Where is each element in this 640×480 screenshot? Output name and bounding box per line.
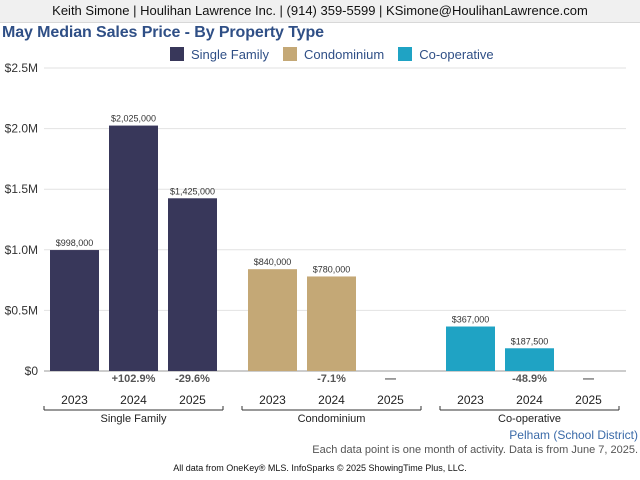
x-tick-label: 2024 — [516, 393, 543, 407]
y-tick-label: $1.5M — [5, 182, 38, 196]
change-label: +102.9% — [112, 373, 156, 385]
change-label: — — [385, 373, 396, 385]
legend-item-single-family[interactable]: Single Family — [170, 47, 269, 62]
legend-swatch-co-operative — [398, 47, 413, 61]
change-label: -7.1% — [317, 373, 346, 385]
bar-co-operative — [505, 348, 554, 371]
change-label: -48.9% — [512, 373, 547, 385]
x-tick-label: 2025 — [575, 393, 602, 407]
y-tick-label: $0.5M — [5, 303, 38, 317]
group-label-co-operative: Co-operative — [498, 413, 561, 425]
x-tick-label: 2024 — [120, 393, 147, 407]
bar-co-operative — [446, 326, 495, 371]
data-label: $780,000 — [313, 264, 351, 274]
x-tick-label: 2023 — [259, 393, 286, 407]
bar-single-family — [109, 125, 158, 371]
change-label: — — [583, 373, 594, 385]
y-tick-label: $2.0M — [5, 122, 38, 136]
legend-swatch-condominium — [283, 47, 298, 61]
contact-line: Keith Simone | Houlihan Lawrence Inc. | … — [52, 3, 588, 18]
bar-single-family — [168, 198, 217, 371]
group-label-condominium: Condominium — [298, 413, 366, 425]
chart-title: May Median Sales Price - By Property Typ… — [2, 24, 324, 41]
data-label: $840,000 — [254, 257, 292, 267]
x-tick-label: 2023 — [457, 393, 484, 407]
data-label: $998,000 — [56, 238, 94, 248]
legend-label-co-operative: Co-operative — [419, 46, 494, 62]
y-tick-label: $2.5M — [5, 61, 38, 75]
x-tick-label: 2025 — [377, 393, 404, 407]
x-tick-label: 2023 — [61, 393, 88, 407]
change-label: -29.6% — [175, 373, 210, 385]
area-label: Pelham (School District) — [509, 428, 638, 442]
y-tick-label: $1.0M — [5, 243, 38, 257]
contact-bar: Keith Simone | Houlihan Lawrence Inc. | … — [0, 0, 640, 23]
y-tick-label: $0 — [25, 364, 39, 378]
legend: Single Family Condominium Co-operative — [170, 45, 508, 63]
bar-single-family — [50, 250, 99, 371]
data-label: $187,500 — [511, 336, 549, 346]
data-label: $1,425,000 — [170, 186, 215, 196]
data-credit: All data from OneKey® MLS. InfoSparks © … — [173, 463, 467, 473]
group-label-single-family: Single Family — [100, 413, 167, 425]
legend-swatch-single-family — [170, 47, 184, 61]
legend-label-single-family: Single Family — [191, 46, 270, 62]
bar-condominium — [307, 276, 356, 371]
data-label: $2,025,000 — [111, 114, 156, 124]
x-tick-label: 2025 — [179, 393, 206, 407]
data-note: Each data point is one month of activity… — [312, 444, 638, 456]
bar-condominium — [248, 269, 297, 371]
legend-item-co-operative[interactable]: Co-operative — [398, 46, 494, 62]
legend-label-condominium: Condominium — [304, 46, 385, 62]
x-tick-label: 2024 — [318, 393, 345, 407]
data-label: $367,000 — [452, 315, 490, 325]
legend-item-condominium[interactable]: Condominium — [283, 47, 384, 62]
